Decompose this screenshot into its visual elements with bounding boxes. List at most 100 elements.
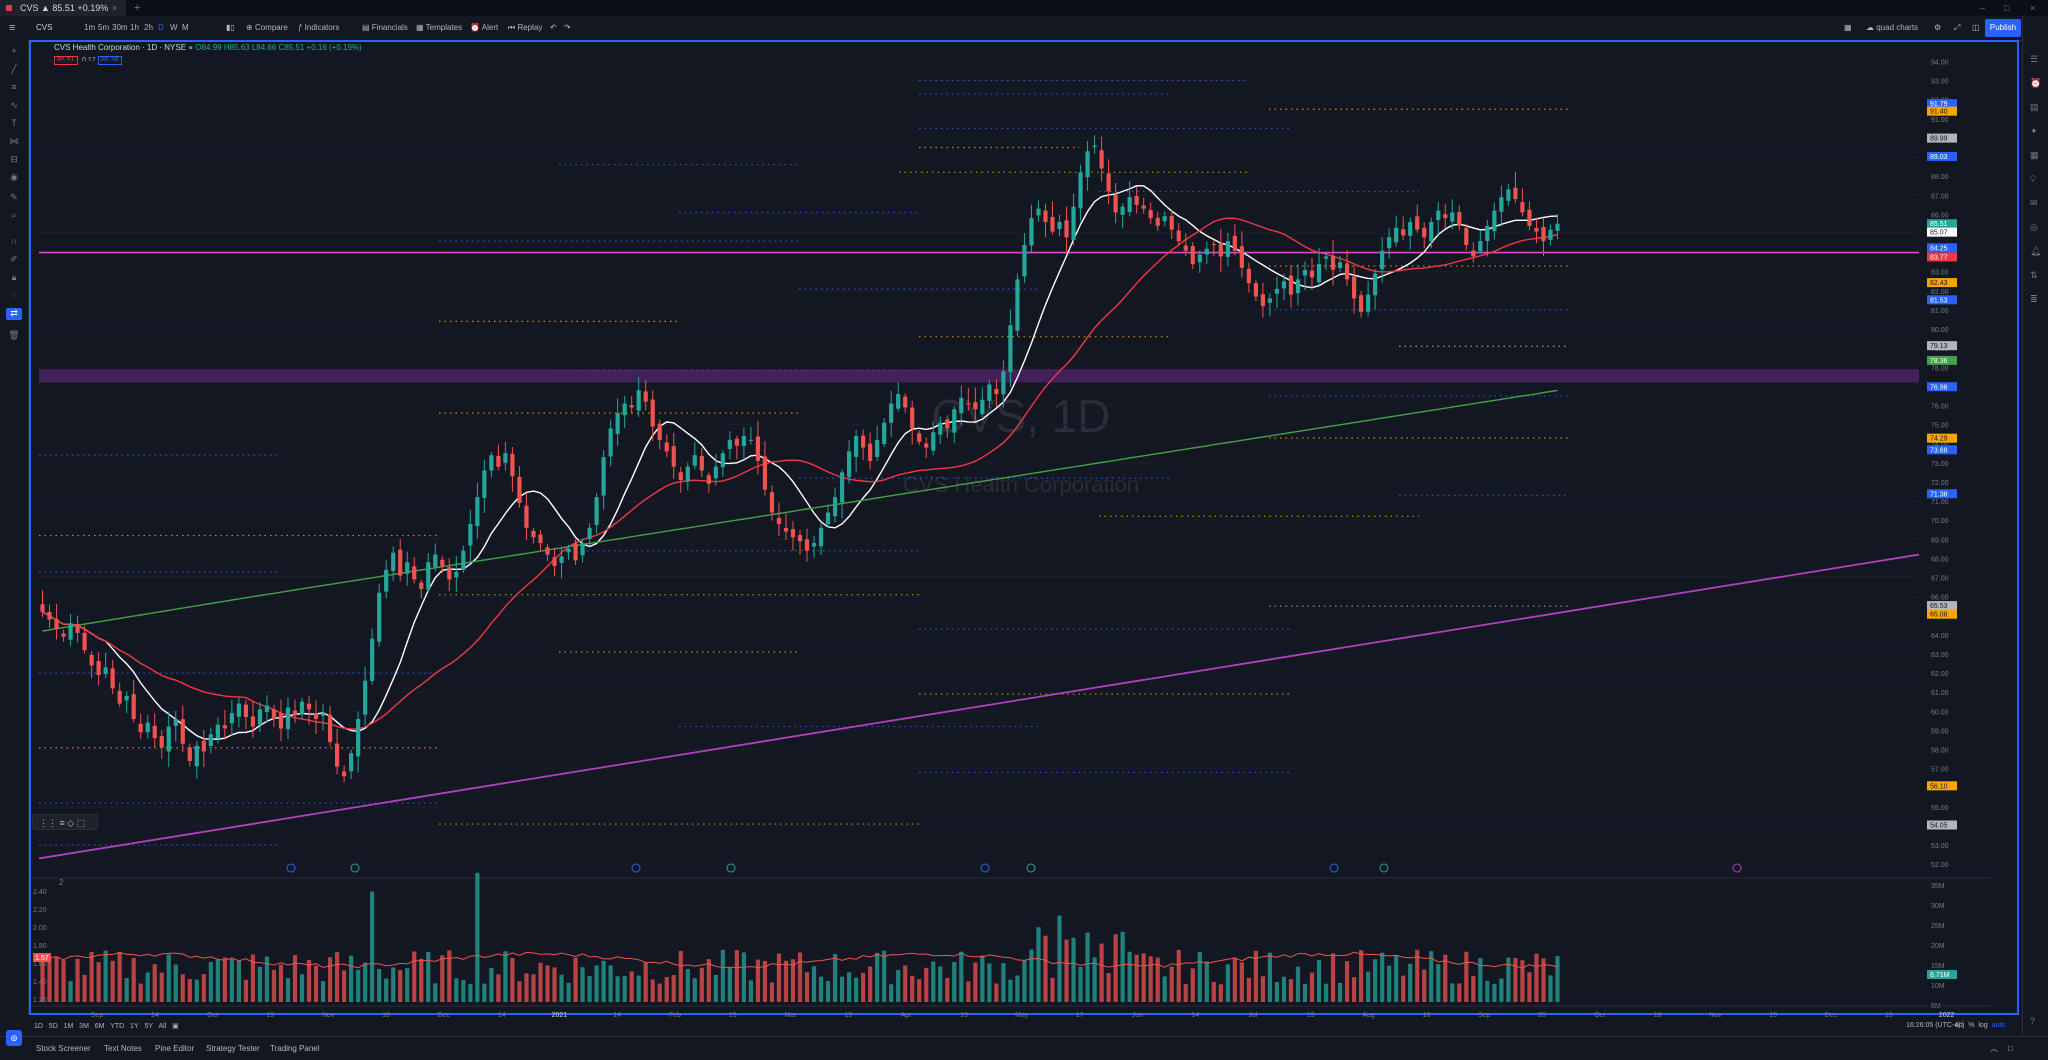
magnet-icon[interactable]: ∩ — [10, 236, 18, 246]
scale-adj[interactable]: adj — [1955, 1022, 1965, 1029]
replay-button[interactable]: ⏮ Replay — [508, 16, 542, 40]
clock[interactable]: 16:26:05 (UTC-4) — [1906, 1022, 1961, 1029]
price-tick-label: 71.00 — [1931, 499, 1949, 506]
measure-icon[interactable]: ⊟ — [10, 154, 18, 164]
window-minimize-icon[interactable]: – — [1980, 3, 1986, 13]
tab-strategy-tester[interactable]: Strategy Tester — [206, 1044, 260, 1053]
interval-m[interactable]: M — [182, 23, 189, 32]
calendar-icon[interactable]: ▦ — [2030, 150, 2039, 160]
window-close-icon[interactable]: × — [2030, 3, 2036, 13]
streams-icon[interactable]: ◎ — [2030, 222, 2038, 232]
financials-button[interactable]: ▤ Financials — [362, 16, 408, 40]
logo-icon[interactable]: ⊚ — [6, 1030, 22, 1046]
ask-box[interactable]: 85.38 — [98, 56, 122, 65]
trash-icon[interactable]: 🗑︎ — [8, 330, 20, 340]
scale-percent[interactable]: % — [1968, 1022, 1975, 1029]
price-label-text: 85.51 — [1930, 221, 1948, 228]
interval-1m[interactable]: 1m — [84, 23, 96, 32]
interval-d[interactable]: D — [158, 23, 164, 32]
range-all[interactable]: All — [158, 1023, 167, 1030]
range-1m[interactable]: 1M — [63, 1023, 74, 1030]
layout-name[interactable]: ☁ quad charts — [1866, 16, 1918, 40]
visibility-icon[interactable]: ◇ — [67, 818, 75, 828]
time-axis[interactable]: Sep 14 Oct 19 Nov 16 Dec 14 2021 14 Feb 15 Mar 15 Apr 1… — [31, 1005, 1991, 1019]
range-1d[interactable]: 1D — [34, 1023, 43, 1030]
drag-handle-icon[interactable]: ⋮⋮ — [39, 818, 57, 828]
tab-trading-panel[interactable]: Trading Panel — [270, 1044, 320, 1053]
compare-button[interactable]: ⊕ Compare — [246, 16, 288, 40]
help-icon[interactable]: ? — [2030, 1016, 2036, 1026]
redo-icon[interactable]: ↷ — [564, 23, 571, 32]
lock-icon[interactable]: 🔒︎ — [11, 272, 17, 282]
scale-log[interactable]: log — [1978, 1022, 1988, 1029]
range-1y[interactable]: 1Y — [130, 1023, 139, 1030]
snapshot-icon[interactable]: ◫ — [1972, 23, 1980, 32]
order-panel-icon[interactable]: ⇅ — [2030, 270, 2038, 280]
dom-icon[interactable]: ≣ — [2030, 294, 2038, 304]
stay-drawing-icon[interactable]: ✐ — [10, 254, 18, 264]
crosshair-icon[interactable]: + — [11, 46, 17, 56]
notifications-icon[interactable]: 🔔︎ — [2030, 246, 2042, 256]
volume-bar — [110, 960, 115, 1002]
zoom-icon[interactable]: ⌕ — [11, 210, 17, 220]
eye-icon[interactable]: ◉ — [10, 172, 18, 182]
tab-text-notes[interactable]: Text Notes — [104, 1044, 142, 1053]
alert-button[interactable]: ⏰ Alert — [470, 16, 498, 40]
chat-icon[interactable]: ✉ — [2030, 198, 2038, 208]
range-6m[interactable]: 6M — [94, 1023, 105, 1030]
frame-icon[interactable]: ⬚ — [76, 818, 86, 828]
sync-icon[interactable]: ⇄ — [6, 308, 22, 320]
fullscreen-icon[interactable]: ⤢ — [1954, 23, 1961, 32]
publish-button[interactable]: Publish — [1985, 19, 2021, 37]
collapse-panel-icon[interactable]: ︿ — [1990, 1044, 1998, 1053]
bid-box[interactable]: 85.51 — [54, 56, 78, 65]
trend-line[interactable] — [38, 553, 1920, 860]
line-style-icon[interactable]: ≡ — [59, 818, 65, 828]
range-5d[interactable]: 5D — [48, 1023, 58, 1030]
interval-w[interactable]: W — [170, 23, 178, 32]
range-3m[interactable]: 3M — [79, 1023, 89, 1030]
maximize-panel-icon[interactable]: □ — [2008, 1044, 2013, 1053]
undo-icon[interactable]: ↶ — [550, 23, 557, 32]
tab-stock-screener[interactable]: Stock Screener — [36, 1044, 91, 1053]
floating-drawing-toolbar[interactable]: ⋮⋮ ≡ ◇ ⬚ — [32, 814, 98, 830]
symbol-search[interactable]: CVS — [36, 23, 53, 32]
templates-button[interactable]: ▦ Templates — [416, 16, 462, 40]
hotlist-icon[interactable]: ✦ — [2030, 126, 2038, 136]
range-5y[interactable]: 5Y — [144, 1023, 154, 1030]
candle-body — [797, 535, 803, 542]
price-axis[interactable]: 94.0093.0092.0091.0090.0089.0088.0087.00… — [33, 59, 1957, 1010]
tab-close-icon[interactable]: × — [112, 3, 118, 13]
settings-icon[interactable]: ⚙ — [1934, 23, 1942, 32]
scale-auto[interactable]: auto — [1991, 1022, 2006, 1029]
series-title[interactable]: CVS Health Corporation · 1D · NYSE — [54, 43, 187, 52]
candle-type-icon[interactable]: ▮▯ — [226, 23, 235, 32]
menu-icon[interactable]: ≡ — [9, 22, 16, 34]
pattern-icon[interactable]: ⋈ — [9, 136, 19, 146]
chart-tab[interactable]: CVS ▲ 85.51 +0.19% quad ch... — [0, 0, 126, 29]
interval-2h[interactable]: 2h — [144, 23, 153, 32]
text-icon[interactable]: T — [11, 118, 17, 128]
goto-date-icon[interactable]: ▣ — [172, 1023, 179, 1030]
indicators-button[interactable]: ƒ Indicators — [298, 16, 339, 40]
layout-grid-icon[interactable]: ▦ — [1844, 23, 1852, 32]
new-tab-icon[interactable]: + — [134, 2, 141, 14]
price-label-text: 65.53 — [1930, 603, 1948, 610]
tab-pine-editor[interactable]: Pine Editor — [155, 1044, 195, 1053]
range-ytd[interactable]: YTD — [110, 1023, 125, 1030]
watchlist-icon[interactable]: ☰ — [2030, 54, 2039, 64]
interval-1h[interactable]: 1h — [130, 23, 139, 32]
window-maximize-icon[interactable]: □ — [2004, 3, 2010, 13]
ideas-icon[interactable]: 💡︎ — [2030, 174, 2037, 184]
brush-icon[interactable]: ∿ — [10, 100, 18, 110]
ruler-icon[interactable]: ✎ — [10, 192, 18, 202]
fib-icon[interactable]: ≡ — [11, 82, 17, 92]
alerts-icon[interactable]: ⏰ — [2030, 78, 2042, 88]
price-chart[interactable]: CVS, 1D CVS Health Corporation 94.00 93.0… — [31, 42, 1991, 1032]
data-window-icon[interactable]: ▤ — [2030, 102, 2039, 112]
interval-5m[interactable]: 5m — [98, 23, 110, 32]
volume-bar — [980, 955, 985, 1002]
interval-30m[interactable]: 30m — [112, 23, 128, 32]
trend-line-icon[interactable]: ╱ — [11, 64, 17, 74]
hide-icon[interactable]: ◌ — [11, 290, 17, 300]
